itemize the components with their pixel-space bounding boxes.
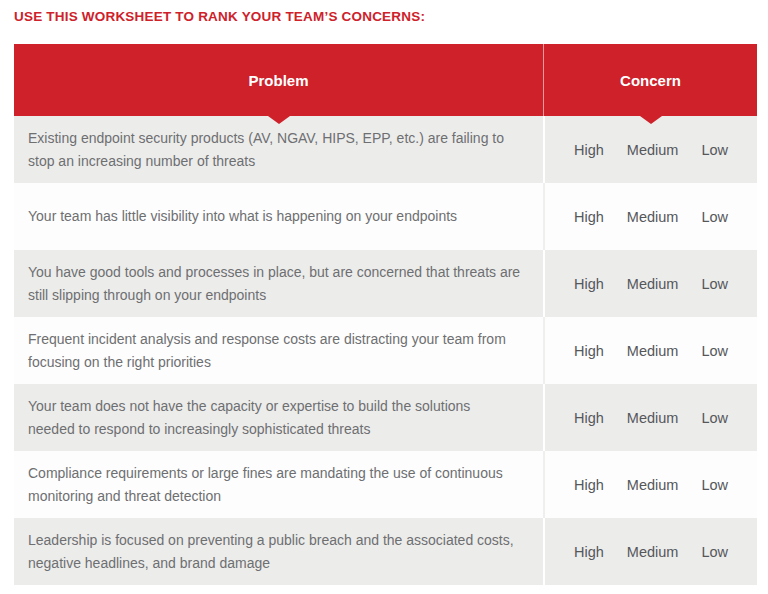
problem-text: Frequent incident analysis and response …	[14, 317, 543, 384]
problem-text: Your team does not have the capacity or …	[14, 384, 543, 451]
table-body: Existing endpoint security products (AV,…	[14, 116, 757, 585]
table-row: Compliance requirements or large fines a…	[14, 451, 757, 518]
concern-option-low[interactable]: Low	[701, 410, 728, 426]
concern-option-medium[interactable]: Medium	[627, 343, 679, 359]
concern-options: High Medium Low	[543, 384, 757, 451]
header-cell-problem: Problem	[14, 44, 543, 116]
concern-option-medium[interactable]: Medium	[627, 477, 679, 493]
concern-option-high[interactable]: High	[574, 477, 604, 493]
table-header: Problem Concern	[14, 44, 757, 116]
concern-option-low[interactable]: Low	[701, 343, 728, 359]
concern-option-medium[interactable]: Medium	[627, 276, 679, 292]
problem-text: Leadership is focused on preventing a pu…	[14, 518, 543, 585]
concern-options: High Medium Low	[543, 183, 757, 250]
concern-options: High Medium Low	[543, 317, 757, 384]
concern-option-medium[interactable]: Medium	[627, 142, 679, 158]
concern-option-medium[interactable]: Medium	[627, 544, 679, 560]
concern-options: High Medium Low	[543, 518, 757, 585]
page-title: USE THIS WORKSHEET TO RANK YOUR TEAM’S C…	[14, 9, 425, 24]
concern-option-medium[interactable]: Medium	[627, 209, 679, 225]
concern-option-high[interactable]: High	[574, 410, 604, 426]
concern-option-low[interactable]: Low	[701, 477, 728, 493]
concern-option-low[interactable]: Low	[701, 276, 728, 292]
problem-pointer-down-icon	[268, 116, 290, 124]
problem-text: Your team has little visibility into wha…	[14, 183, 543, 250]
concern-options: High Medium Low	[543, 250, 757, 317]
concern-option-high[interactable]: High	[574, 343, 604, 359]
table-row: Your team has little visibility into wha…	[14, 183, 757, 250]
concern-option-low[interactable]: Low	[701, 544, 728, 560]
concern-option-high[interactable]: High	[574, 544, 604, 560]
concern-option-medium[interactable]: Medium	[627, 410, 679, 426]
concern-header-label: Concern	[620, 72, 681, 89]
concern-option-high[interactable]: High	[574, 209, 604, 225]
concern-option-low[interactable]: Low	[701, 209, 728, 225]
concern-pointer-down-icon	[640, 116, 662, 124]
table-row: Existing endpoint security products (AV,…	[14, 116, 757, 183]
table-row: Leadership is focused on preventing a pu…	[14, 518, 757, 585]
table-row: Frequent incident analysis and response …	[14, 317, 757, 384]
table-row: You have good tools and processes in pla…	[14, 250, 757, 317]
header-cell-concern: Concern	[543, 44, 757, 116]
concern-option-high[interactable]: High	[574, 276, 604, 292]
concerns-table: Problem Concern Existing endpoint securi…	[14, 44, 757, 585]
problem-text: You have good tools and processes in pla…	[14, 250, 543, 317]
problem-text: Existing endpoint security products (AV,…	[14, 116, 543, 183]
table-row: Your team does not have the capacity or …	[14, 384, 757, 451]
problem-header-label: Problem	[248, 72, 308, 89]
concern-option-high[interactable]: High	[574, 142, 604, 158]
concern-option-low[interactable]: Low	[701, 142, 728, 158]
concern-options: High Medium Low	[543, 451, 757, 518]
problem-text: Compliance requirements or large fines a…	[14, 451, 543, 518]
concern-options: High Medium Low	[543, 116, 757, 183]
